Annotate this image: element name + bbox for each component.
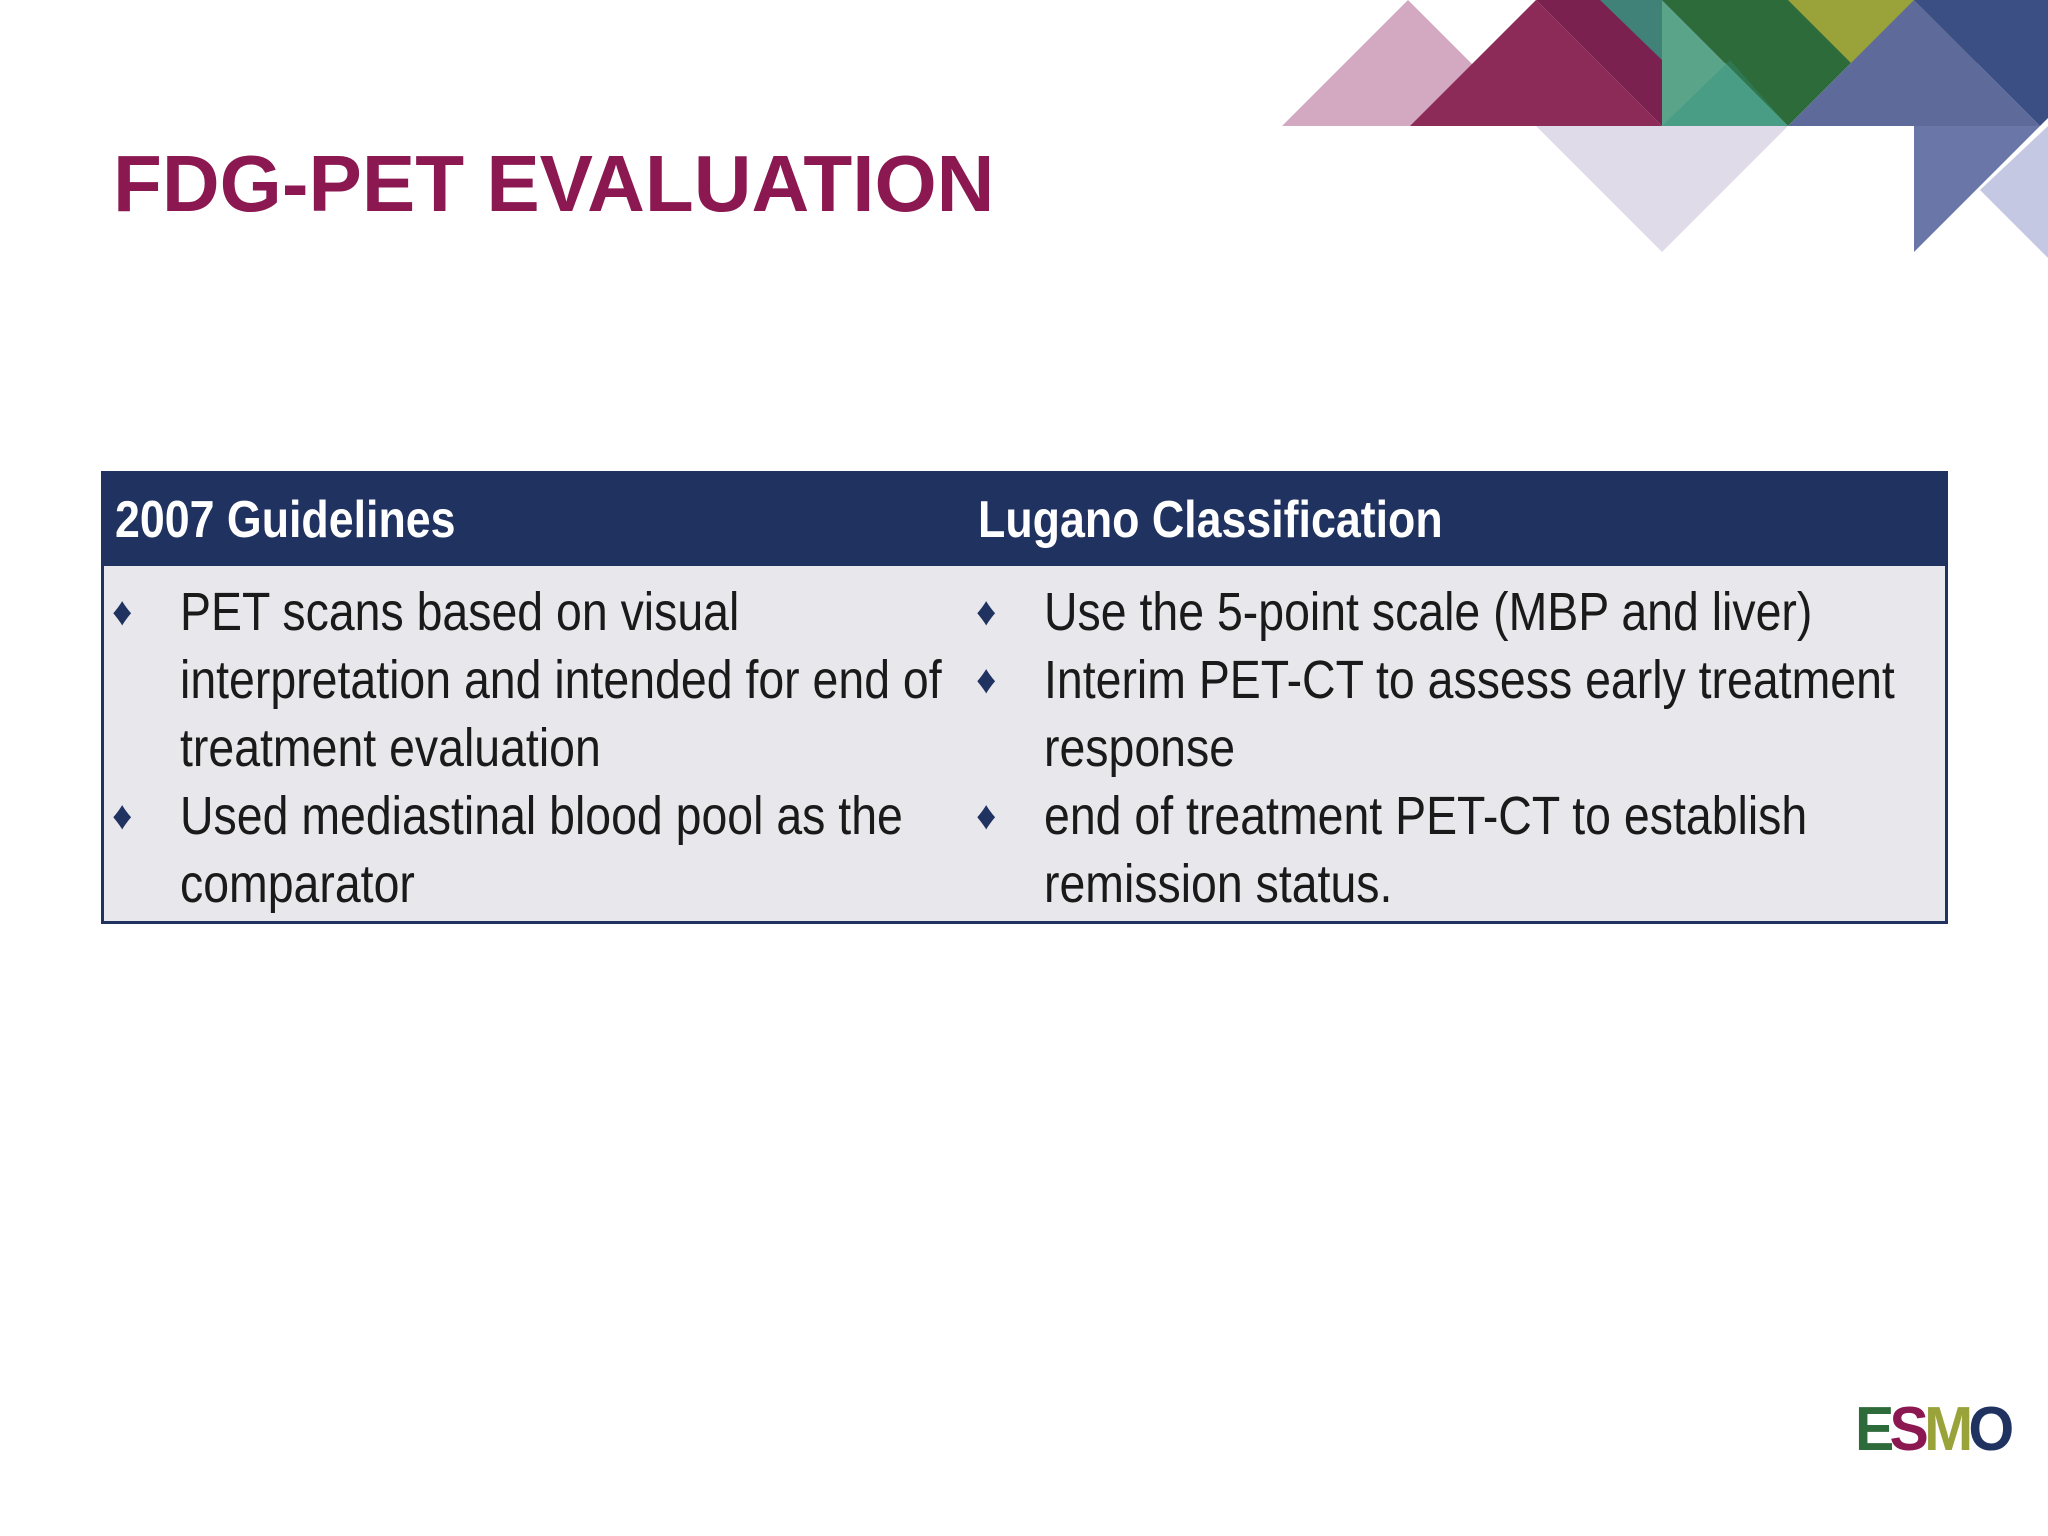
diamond-bullet-icon: ♦ [976,590,997,634]
list-item-line: comparator [180,854,415,914]
column-header-2007-guidelines: 2007 Guidelines [115,491,456,549]
column-lugano-classification: ♦ Use the 5-point scale (MBP and liver) … [968,578,2033,918]
list-item-line: interpretation and intended for end of [180,650,942,710]
diamond-bullet-icon: ♦ [976,794,997,838]
logo-letter: M [1924,1395,1973,1464]
decorative-triangles [1282,0,2048,258]
column-2007-guidelines: ♦ PET scans based on visual interpretati… [104,578,1066,918]
logo-letter: O [1968,1395,2014,1464]
logo-letter: S [1889,1395,1929,1464]
list-item-line: PET scans based on visual [180,582,740,642]
list-item-line: Use the 5-point scale (MBP and liver) [1044,582,1813,642]
list-item-line: response [1044,718,1236,778]
comparison-table: 2007 Guidelines Lugano Classification ♦ … [101,471,1948,924]
esmo-logo: ESMO [1855,1395,2014,1464]
diamond-bullet-icon: ♦ [112,794,133,838]
list-item: ♦ PET scans based on visual interpretati… [104,578,1066,782]
table-header-row: 2007 Guidelines Lugano Classification [104,474,1945,566]
list-item: ♦ Used mediastinal blood pool as the com… [104,782,1066,918]
list-item: ♦ end of treatment PET-CT to establish r… [968,782,2033,918]
diamond-bullet-icon: ♦ [112,590,133,634]
logo-letter: E [1855,1395,1894,1464]
list-item: ♦ Interim PET-CT to assess early treatme… [968,646,2033,782]
list-item-line: remission status. [1044,854,1393,914]
list-item-line: Interim PET-CT to assess early treatment [1044,650,1895,710]
diamond-bullet-icon: ♦ [976,658,997,702]
slide-title: FDG-PET EVALUATION [113,139,995,228]
list-item: ♦ Use the 5-point scale (MBP and liver) [968,578,2033,646]
list-item-line: treatment evaluation [180,718,601,778]
list-item-line: end of treatment PET-CT to establish [1044,786,1808,846]
column-header-lugano-classification: Lugano Classification [978,491,1443,549]
list-item-line: Used mediastinal blood pool as the [180,786,903,846]
